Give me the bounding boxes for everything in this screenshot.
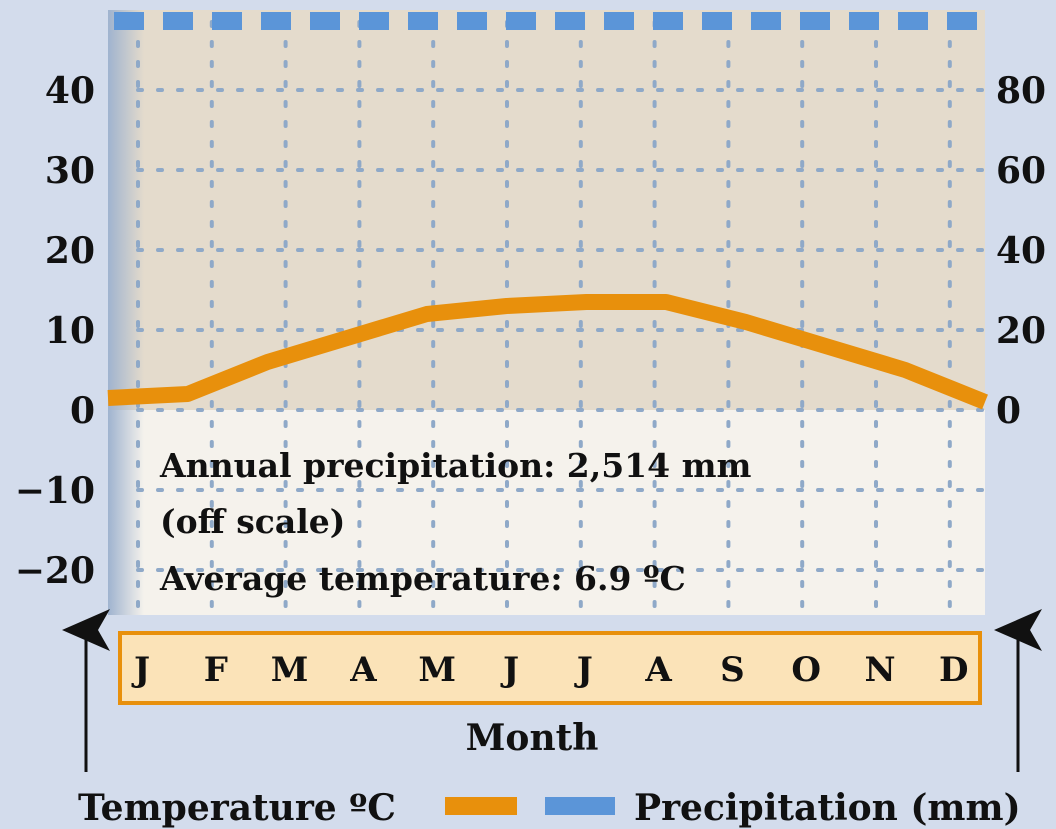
precipitation-dash bbox=[947, 12, 977, 30]
left-tick-label: −20 bbox=[15, 550, 95, 592]
precipitation-dash bbox=[702, 12, 732, 30]
month-label: A bbox=[644, 650, 672, 690]
plot-area-lower bbox=[108, 410, 985, 615]
precipitation-dash bbox=[261, 12, 291, 30]
month-label: D bbox=[939, 650, 968, 690]
right-axis-ticks: 80 60 40 20 0 bbox=[996, 70, 1046, 432]
month-label: M bbox=[271, 650, 309, 690]
month-label: S bbox=[720, 650, 745, 690]
precipitation-dash bbox=[457, 12, 487, 30]
month-label: J bbox=[131, 650, 150, 690]
annotation-average-temperature: Average temperature: 6.9 ºC bbox=[159, 559, 686, 598]
month-label: J bbox=[574, 650, 593, 690]
precipitation-dash bbox=[163, 12, 193, 30]
precipitation-dash bbox=[310, 12, 340, 30]
left-tick-label: −10 bbox=[15, 470, 95, 512]
precipitation-series-offscale bbox=[114, 12, 977, 30]
left-tick-label: 30 bbox=[45, 150, 95, 192]
month-label: O bbox=[791, 650, 821, 690]
annotation-annual-precipitation: Annual precipitation: 2,514 mm bbox=[159, 446, 752, 485]
month-label: N bbox=[864, 650, 895, 690]
right-tick-label: 60 bbox=[996, 150, 1046, 192]
legend-temperature-swatch bbox=[445, 797, 517, 815]
precipitation-dash bbox=[604, 12, 634, 30]
month-label: M bbox=[418, 650, 456, 690]
month-label: F bbox=[204, 650, 228, 690]
precipitation-dash bbox=[898, 12, 928, 30]
x-axis-title: Month bbox=[466, 717, 599, 759]
annotation-off-scale: (off scale) bbox=[160, 502, 345, 541]
precipitation-dash bbox=[408, 12, 438, 30]
precipitation-dash bbox=[800, 12, 830, 30]
right-tick-label: 40 bbox=[996, 230, 1046, 272]
month-box bbox=[118, 631, 982, 705]
precipitation-dash bbox=[506, 12, 536, 30]
right-tick-label: 20 bbox=[996, 310, 1046, 352]
legend-precipitation-swatch bbox=[545, 797, 615, 815]
left-tick-label: 0 bbox=[70, 390, 95, 432]
plot-left-shade bbox=[108, 10, 144, 615]
precipitation-dash bbox=[212, 12, 242, 30]
precipitation-dash bbox=[114, 12, 144, 30]
precipitation-dash bbox=[751, 12, 781, 30]
month-label: J bbox=[500, 650, 519, 690]
precipitation-dash bbox=[555, 12, 585, 30]
precipitation-dash bbox=[359, 12, 389, 30]
precipitation-dash bbox=[849, 12, 879, 30]
left-axis-ticks: 40 30 20 10 0 −10 −20 bbox=[15, 70, 95, 592]
right-tick-label: 0 bbox=[996, 390, 1021, 432]
left-tick-label: 20 bbox=[45, 230, 95, 272]
legend-temperature-label: Temperature ºC bbox=[78, 787, 396, 829]
month-label: A bbox=[349, 650, 377, 690]
precipitation-dash bbox=[653, 12, 683, 30]
temperature-line bbox=[107, 294, 988, 410]
grid-dots bbox=[136, 20, 987, 617]
right-tick-label: 80 bbox=[996, 70, 1046, 112]
left-tick-label: 10 bbox=[45, 310, 95, 352]
legend-precipitation-label: Precipitation (mm) bbox=[634, 787, 1021, 829]
left-tick-label: 40 bbox=[45, 70, 95, 112]
